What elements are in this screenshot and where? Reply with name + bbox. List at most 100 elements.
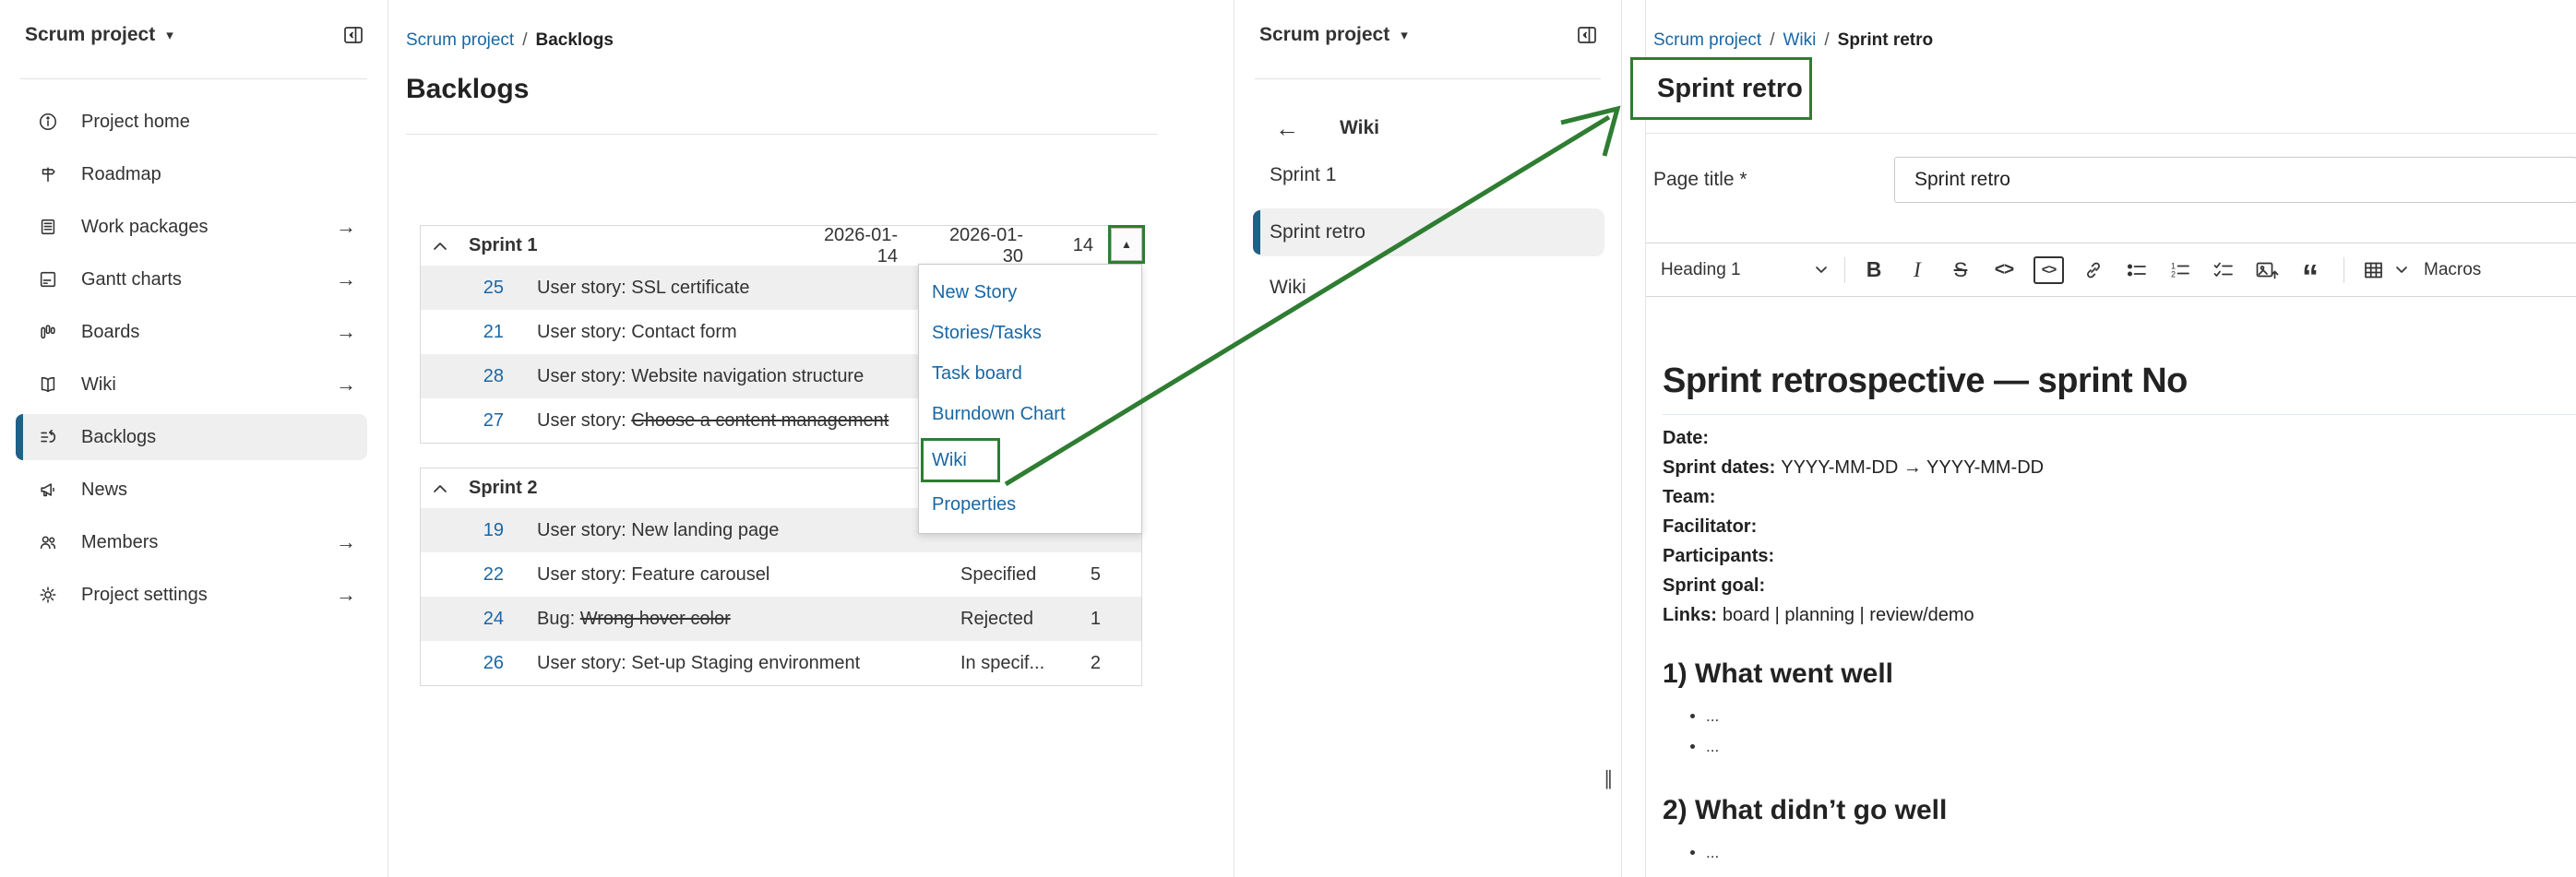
collapse-sprint-icon[interactable] bbox=[432, 241, 448, 252]
doc-meta-line: Links: board | planning | review/demo bbox=[1663, 605, 1974, 625]
work-item-points: 1 bbox=[1090, 608, 1101, 629]
submenu-arrow-icon[interactable]: → bbox=[336, 373, 356, 396]
project-selector[interactable]: Scrum project bbox=[25, 24, 156, 45]
collapse-sidebar-button[interactable] bbox=[341, 24, 365, 46]
sidebar-item-project-home[interactable]: Project home bbox=[16, 99, 367, 145]
svg-text:1: 1 bbox=[2171, 261, 2176, 270]
menu-item-properties[interactable]: Properties bbox=[932, 493, 1017, 515]
work-item-id-link[interactable]: 25 bbox=[483, 277, 504, 298]
toolbar-separator bbox=[1844, 256, 1845, 283]
backlogs-icon bbox=[41, 429, 56, 443]
work-item-id-link[interactable]: 19 bbox=[483, 519, 504, 540]
macros-button[interactable]: Macros bbox=[2424, 259, 2482, 279]
chevron-down-icon[interactable] bbox=[2395, 266, 2408, 274]
bold-button[interactable]: B bbox=[1866, 257, 1882, 281]
doc-bullet: ... bbox=[1706, 701, 2576, 731]
annotation-box-wiki-item: Wiki bbox=[921, 438, 1000, 482]
work-item-row[interactable]: 21 User story: Contact form bbox=[421, 310, 1141, 354]
document-lines-icon bbox=[41, 219, 55, 235]
people-icon bbox=[40, 536, 56, 550]
collapse-sidebar-icon bbox=[1578, 27, 1596, 43]
task-list-button[interactable] bbox=[2210, 253, 2237, 288]
menu-item-task-board[interactable]: Task board bbox=[932, 362, 1022, 384]
sidebar-item-news[interactable]: News bbox=[16, 467, 367, 513]
sidebar-item-gantt-charts[interactable]: Gantt charts → bbox=[16, 256, 367, 302]
doc-subheading: 1) What went well bbox=[1663, 658, 1894, 689]
work-item-id-link[interactable]: 26 bbox=[483, 652, 504, 673]
chevron-down-icon: ▾ bbox=[1401, 28, 1408, 43]
page-title-input[interactable] bbox=[1894, 157, 2576, 203]
back-arrow-icon: ← bbox=[1275, 113, 1299, 142]
page-title-label: Page title * bbox=[1653, 169, 1747, 190]
insert-image-button[interactable] bbox=[2253, 253, 2281, 288]
numbered-list-icon: 12 bbox=[2171, 261, 2189, 279]
sidebar-item-roadmap[interactable]: Roadmap bbox=[16, 151, 367, 197]
sidebar-item-backlogs[interactable]: Backlogs bbox=[16, 414, 367, 460]
inline-code-button[interactable]: <> bbox=[1994, 259, 2014, 279]
sidebar-item-wiki[interactable]: Wiki → bbox=[16, 361, 367, 408]
italic-button[interactable]: I bbox=[1914, 257, 1921, 281]
bullet-list-button[interactable] bbox=[2123, 253, 2151, 288]
heading-style-select[interactable]: Heading 1 bbox=[1661, 252, 1841, 289]
doc-bullet-list: ... ... bbox=[1663, 701, 2576, 762]
code-block-button[interactable]: <> bbox=[2033, 253, 2064, 288]
breadcrumb: Scrum project / Wiki / Sprint retro bbox=[1653, 30, 2576, 51]
work-item-row[interactable]: 27 User story: Choose a content manageme… bbox=[421, 398, 1141, 443]
work-item-row[interactable]: 26 User story: Set-up Staging environmen… bbox=[421, 641, 1141, 685]
divider bbox=[1646, 133, 2576, 134]
submenu-arrow-icon[interactable]: → bbox=[336, 583, 356, 606]
breadcrumb-link-project[interactable]: Scrum project bbox=[1653, 30, 1762, 50]
submenu-arrow-icon[interactable]: → bbox=[336, 215, 356, 238]
work-item-id-link[interactable]: 24 bbox=[483, 608, 504, 629]
sprint-name: Sprint 1 bbox=[469, 235, 538, 255]
doc-meta-line: Sprint dates: YYYY-MM-DD → YYYY-MM-DD bbox=[1663, 457, 2045, 478]
link-button[interactable] bbox=[2080, 253, 2107, 288]
menu-item-wiki[interactable]: Wiki bbox=[932, 449, 967, 470]
annotation-box-page-title: Sprint retro bbox=[1630, 57, 1812, 120]
work-item-id-link[interactable]: 21 bbox=[483, 321, 504, 342]
doc-heading: Sprint retrospective — sprint No bbox=[1663, 361, 2576, 415]
sprint-menu-toggle-button[interactable]: ▲ bbox=[1111, 228, 1142, 261]
page-title-row: Page title * bbox=[1646, 157, 2576, 203]
menu-item-stories-tasks[interactable]: Stories/Tasks bbox=[932, 322, 1042, 343]
submenu-arrow-icon[interactable]: → bbox=[336, 320, 356, 343]
wiki-page-item-sprint1[interactable]: Sprint 1 bbox=[1270, 164, 1337, 185]
block-quote-button[interactable]: “ bbox=[2302, 256, 2319, 295]
wiki-page-item-wiki[interactable]: Wiki bbox=[1270, 277, 1306, 298]
link-icon bbox=[2087, 262, 2100, 278]
work-item-id-link[interactable]: 28 bbox=[483, 365, 504, 386]
wiki-page-item-sprint-retro[interactable]: Sprint retro bbox=[1253, 208, 1604, 256]
signpost-icon bbox=[42, 167, 55, 183]
submenu-arrow-icon[interactable]: → bbox=[336, 530, 356, 553]
project-selector[interactable]: Scrum project bbox=[1259, 24, 1390, 45]
breadcrumb-link-project[interactable]: Scrum project bbox=[406, 30, 515, 50]
doc-subheading: 2) What didn’t go well bbox=[1663, 795, 1948, 825]
work-item-row[interactable]: 22 User story: Feature carousel Specifie… bbox=[421, 552, 1141, 597]
sprint-velocity: 14 bbox=[1072, 235, 1093, 255]
menu-item-burndown-chart[interactable]: Burndown Chart bbox=[932, 403, 1066, 424]
svg-text:2: 2 bbox=[2171, 269, 2176, 279]
collapse-sprint-icon[interactable] bbox=[432, 483, 448, 494]
sprint1-header: Sprint 1 2026-01-14 2026-01-30 14 bbox=[421, 225, 1141, 267]
wiki-back-button[interactable]: ← Wiki bbox=[1275, 105, 1599, 151]
submenu-arrow-icon[interactable]: → bbox=[336, 267, 356, 290]
collapse-sidebar-button[interactable] bbox=[1575, 24, 1599, 46]
sidebar-item-project-settings[interactable]: Project settings → bbox=[16, 572, 367, 618]
breadcrumb-link-wiki[interactable]: Wiki bbox=[1783, 30, 1817, 50]
insert-table-button[interactable] bbox=[2359, 253, 2387, 288]
work-item-row[interactable]: 24 Bug: Wrong hover color Rejected 1 bbox=[421, 597, 1141, 641]
work-item-id-link[interactable]: 22 bbox=[483, 563, 504, 585]
sidebar-item-members[interactable]: Members → bbox=[16, 519, 367, 565]
wiki-section-label: Wiki bbox=[1340, 117, 1379, 138]
strikethrough-button[interactable]: S bbox=[1953, 257, 1968, 281]
panel-resize-handle[interactable]: ∥ bbox=[1604, 768, 1614, 789]
page-title: Backlogs bbox=[406, 74, 530, 104]
wiki-editor-panel: Scrum project / Wiki / Sprint retro Page… bbox=[1645, 0, 2576, 877]
collapse-sidebar-icon bbox=[344, 27, 363, 43]
work-item-id-link[interactable]: 27 bbox=[483, 409, 504, 431]
sidebar-item-boards[interactable]: Boards → bbox=[16, 309, 367, 355]
wiki-document-editor[interactable]: Sprint retrospective — sprint No Date: S… bbox=[1646, 297, 2576, 877]
sidebar-item-work-packages[interactable]: Work packages → bbox=[16, 204, 367, 250]
menu-item-new-story[interactable]: New Story bbox=[932, 281, 1018, 302]
